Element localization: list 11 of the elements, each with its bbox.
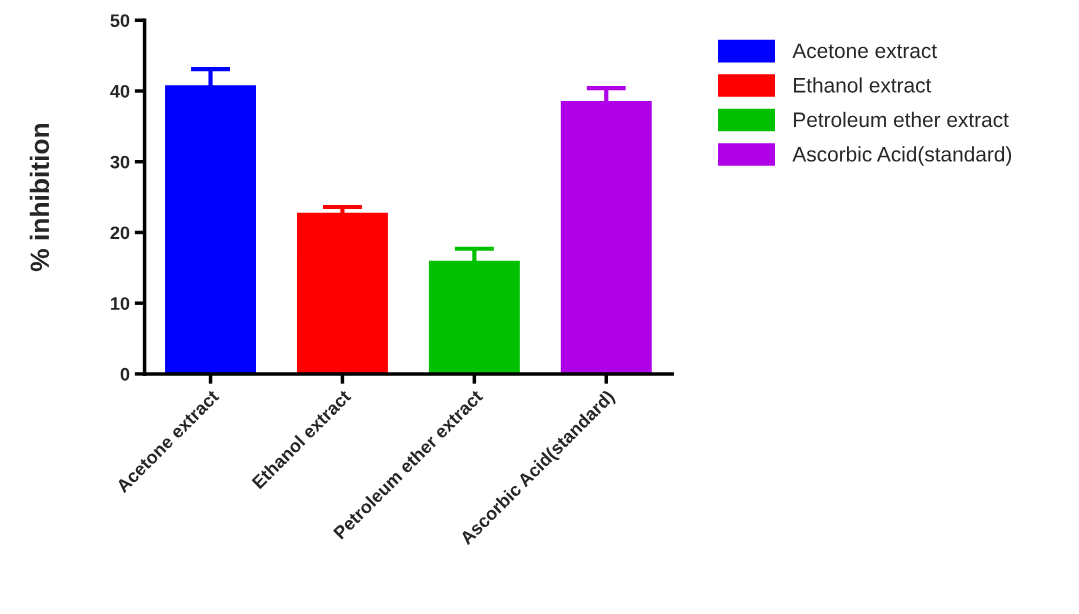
y-tick-label: 50: [110, 14, 130, 27]
y-tick-label: 30: [110, 155, 130, 169]
legend-label: Ethanol extract: [794, 77, 932, 93]
y-tick-label: 20: [110, 226, 130, 240]
y-axis-title: % inhibition: [29, 123, 50, 272]
legend-label: Petroleum ether extract: [794, 111, 1009, 128]
y-tick-label: 10: [111, 297, 130, 310]
y-tick-label: 40: [110, 84, 130, 98]
legend-label: Acetone extract: [792, 43, 937, 59]
y-tick-label: 0: [120, 367, 130, 381]
legend-label: Ascorbic Acid(standard): [792, 146, 1012, 166]
